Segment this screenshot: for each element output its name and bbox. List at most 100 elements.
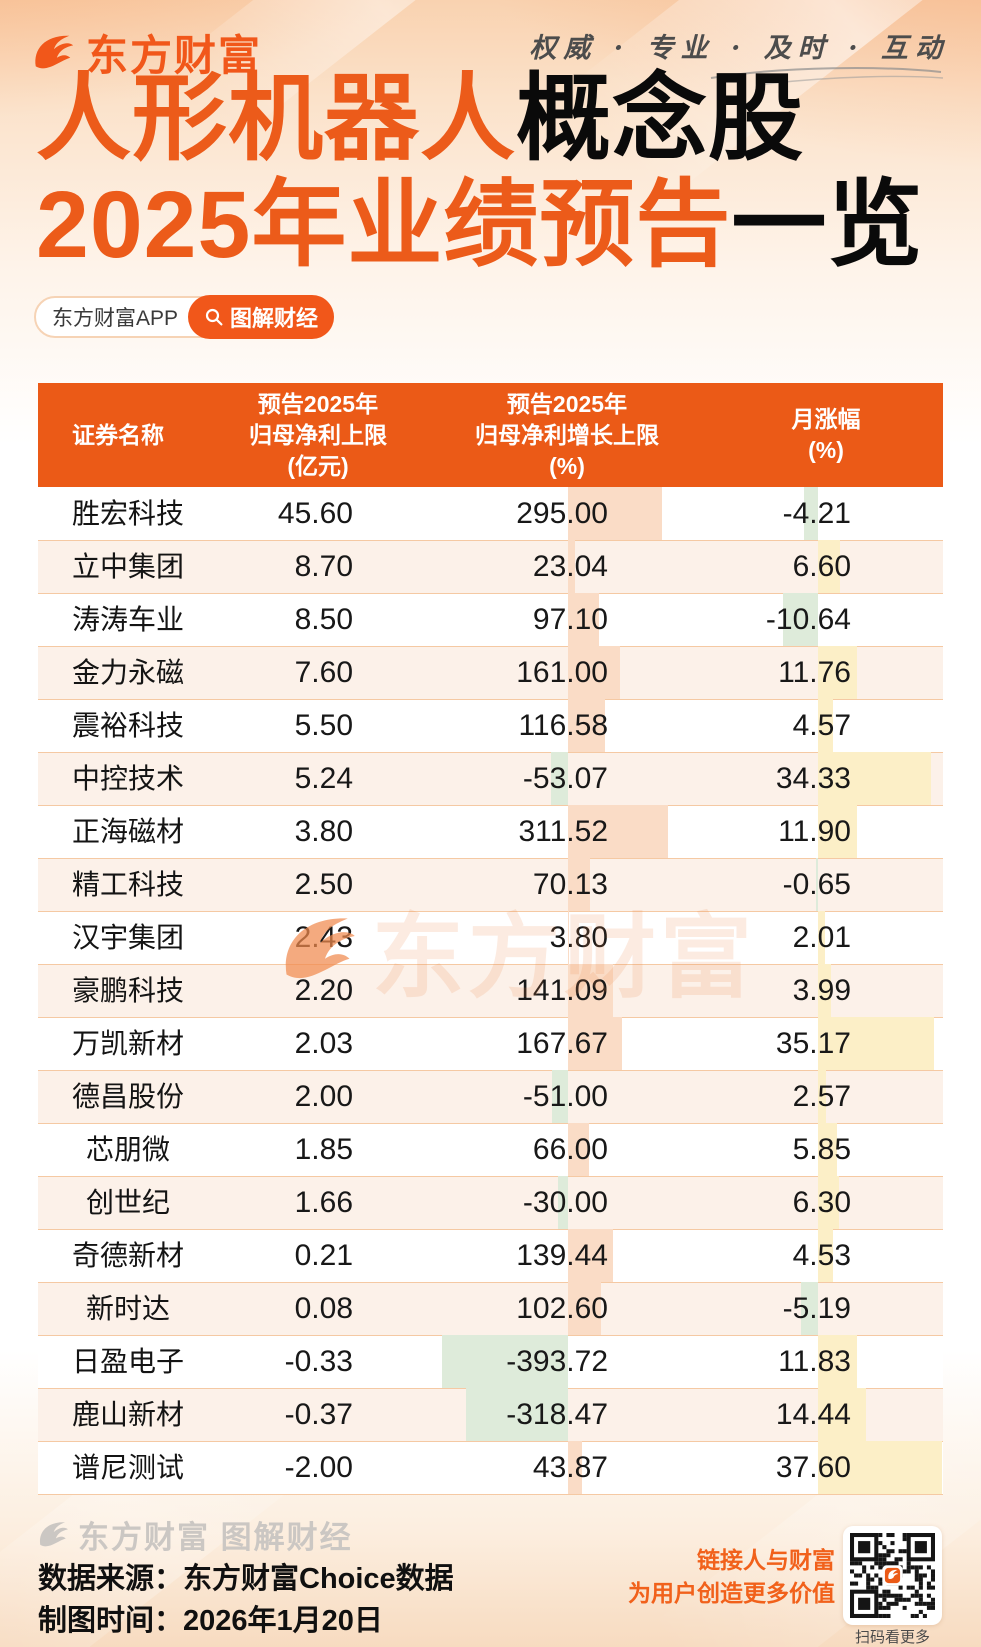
table-header: 证券名称 预告2025年 归母净利上限 (亿元) 预告2025年 归母净利增长上… (38, 383, 943, 487)
profit-value: 2.00 (294, 1080, 353, 1113)
app-badge: 东方财富APP 图解财经 (34, 295, 335, 339)
profit-value: 2.03 (294, 1027, 353, 1060)
growth-value: -30.00 (522, 1186, 608, 1219)
profit-value: -0.33 (284, 1345, 353, 1378)
title-black-1: 概念股 (516, 66, 805, 172)
profit-value: 5.24 (294, 762, 353, 795)
growth-value: 167.67 (516, 1027, 608, 1060)
table-row: 金力永磁 7.60 161.00 11.76 (38, 646, 943, 699)
title-line-1: 人形机器人概念股 (36, 66, 923, 172)
topic-button-label: 图解财经 (230, 306, 319, 331)
title-orange-2: 2025年业绩预告 (36, 172, 732, 278)
growth-value: -318.47 (506, 1398, 608, 1431)
title-line-2: 2025年业绩预告一览 (36, 172, 923, 278)
stock-forecast-table: 证券名称 预告2025年 归母净利上限 (亿元) 预告2025年 归母净利增长上… (38, 383, 943, 1495)
table-row: 中控技术 5.24 -53.07 34.33 (38, 752, 943, 805)
monthly-value: 14.44 (775, 1398, 851, 1431)
table-row: 鹿山新材 -0.37 -318.47 14.44 (38, 1388, 943, 1441)
column-header-growth: 预告2025年 归母净利增长上限 (%) (475, 390, 659, 479)
slogan-swoosh-icon (710, 67, 944, 85)
profit-value: 8.50 (294, 603, 353, 636)
footer-watermark-text: 东方财富 图解财经 (78, 1520, 353, 1555)
monthly-value: 37.60 (775, 1451, 851, 1484)
growth-value: 23.04 (532, 550, 608, 583)
search-icon (205, 308, 223, 326)
topic-button[interactable]: 图解财经 (188, 295, 335, 339)
column-header-monthly: 月涨幅 (%) (791, 406, 861, 463)
badge-group: 东方财富APP 图解财经 (34, 294, 335, 340)
growth-value: 43.87 (532, 1451, 608, 1484)
qr-code-pattern (850, 1533, 935, 1618)
monthly-value: 5.85 (792, 1133, 851, 1166)
monthly-value: 35.17 (775, 1027, 851, 1060)
profit-value: 5.50 (294, 709, 353, 742)
monthly-value: -5.19 (782, 1292, 851, 1325)
brand-name: 东方财富 (86, 32, 263, 79)
monthly-value: -4.21 (782, 497, 851, 530)
table-row: 正海磁材 3.80 311.52 11.90 (38, 805, 943, 858)
monthly-value: 4.57 (792, 709, 851, 742)
flame-logo-icon (35, 35, 74, 68)
growth-value: 141.09 (516, 974, 608, 1007)
table-row: 汉宇集团 2.43 3.80 2.01 (38, 911, 943, 964)
table-row: 芯朋微 1.85 66.00 5.85 (38, 1123, 943, 1176)
monthly-value: -0.65 (782, 868, 851, 901)
footer-watermark: 东方财富 图解财经 (36, 1512, 353, 1557)
title-orange-1: 人形机器人 (36, 66, 517, 172)
table-row: 立中集团 8.70 23.04 6.60 (38, 540, 943, 593)
growth-value: 116.58 (518, 709, 608, 742)
growth-value: -393.72 (506, 1345, 608, 1378)
flame-gray-icon (39, 1521, 68, 1546)
qr-caption: 扫码看更多 (854, 1629, 930, 1646)
monthly-value: 11.76 (778, 656, 851, 689)
growth-value: 66.00 (532, 1133, 608, 1166)
table-row: 创世纪 1.66 -30.00 6.30 (38, 1176, 943, 1229)
profit-value: -0.37 (284, 1398, 353, 1431)
growth-value: 102.60 (516, 1292, 608, 1325)
monthly-value: 11.83 (778, 1345, 851, 1378)
monthly-value: 11.90 (778, 815, 851, 848)
footer-slogan: 链接人与财富 为用户创造更多价值 (628, 1547, 835, 1606)
growth-value: -51.00 (522, 1080, 608, 1113)
table-row: 豪鹏科技 2.20 141.09 3.99 (38, 964, 943, 1017)
column-header-profit: 预告2025年 归母净利上限 (亿元) (249, 390, 387, 479)
table-row: 震裕科技 5.50 116.58 4.57 (38, 699, 943, 752)
title-black-2: 一览 (731, 172, 924, 278)
chart-date: 制图时间：2026年1月20日 (38, 1605, 383, 1637)
profit-value: 8.70 (294, 550, 353, 583)
monthly-value: -10.64 (765, 603, 851, 636)
growth-value: 70.13 (532, 868, 608, 901)
profit-value: 7.60 (294, 656, 353, 689)
monthly-value: 4.53 (792, 1239, 851, 1272)
monthly-value: 2.57 (792, 1080, 851, 1113)
profit-value: 2.43 (294, 921, 353, 954)
growth-value: 295.00 (516, 497, 608, 530)
table-row: 日盈电子 -0.33 -393.72 11.83 (38, 1335, 943, 1388)
growth-value: 161.00 (516, 656, 608, 689)
table-row: 德昌股份 2.00 -51.00 2.57 (38, 1070, 943, 1123)
profit-value: 0.21 (294, 1239, 353, 1272)
table-row: 万凯新材 2.03 167.67 35.17 (38, 1017, 943, 1070)
profit-value: 45.60 (277, 497, 353, 530)
profit-value: 0.08 (294, 1292, 353, 1325)
growth-value: 311.52 (518, 815, 608, 848)
table-row: 谱尼测试 -2.00 43.87 37.60 (38, 1441, 943, 1494)
table-row: 奇德新材 0.21 139.44 4.53 (38, 1229, 943, 1282)
monthly-value: 34.33 (775, 762, 851, 795)
table-row: 涛涛车业 8.50 97.10 -10.64 (38, 593, 943, 646)
monthly-value: 6.60 (792, 550, 851, 583)
profit-value: 3.80 (294, 815, 353, 848)
table-row: 精工科技 2.50 70.13 -0.65 (38, 858, 943, 911)
profit-value: 2.50 (294, 868, 353, 901)
monthly-value: 3.99 (792, 974, 851, 1007)
brand-logo: 东方财富 (30, 22, 262, 83)
profit-value: 1.66 (294, 1186, 353, 1219)
monthly-value: 6.30 (792, 1186, 851, 1219)
page-title: 人形机器人概念股 2025年业绩预告一览 (36, 66, 923, 278)
profit-value: 1.85 (294, 1133, 353, 1166)
data-source: 数据来源：东方财富Choice数据 (38, 1563, 454, 1595)
header-slogan: 权威 · 专业 · 及时 · 互动 (529, 33, 949, 64)
profit-value: -2.00 (284, 1451, 353, 1484)
growth-value: 139.44 (516, 1239, 608, 1272)
profit-value: 2.20 (294, 974, 353, 1007)
